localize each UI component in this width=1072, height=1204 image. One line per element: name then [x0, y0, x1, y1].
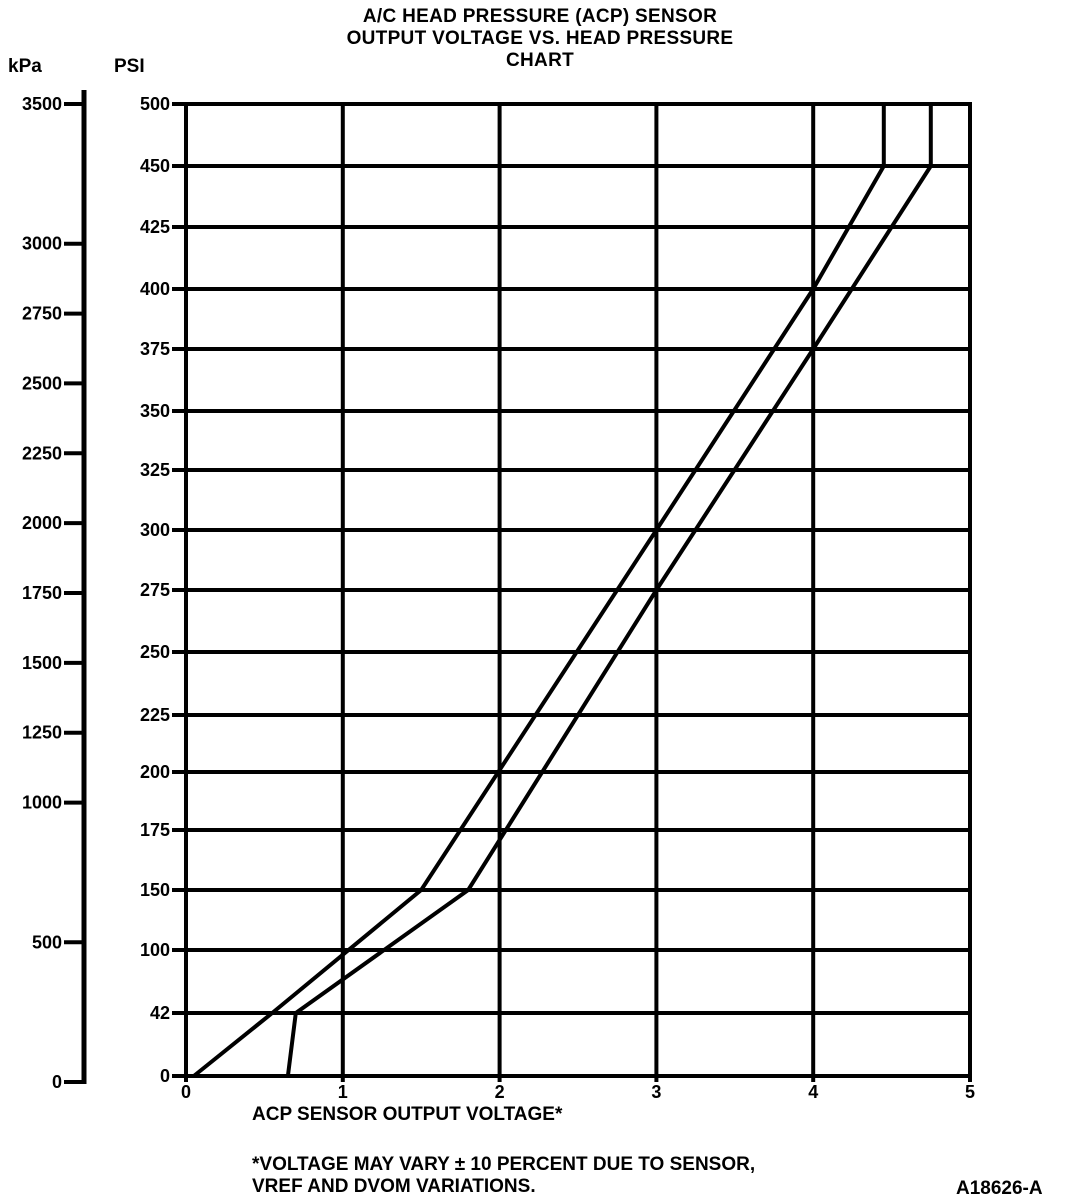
psi-tick-label: 42 — [150, 1003, 170, 1023]
kpa-tick-label: 2500 — [22, 373, 62, 393]
kpa-axis-label: kPa — [8, 56, 42, 77]
chart-title-line-1: A/C HEAD PRESSURE (ACP) SENSOR — [362, 6, 718, 27]
kpa-tick-label: 0 — [52, 1072, 62, 1092]
band-upper-line — [192, 104, 886, 1078]
psi-tick-label: 150 — [140, 880, 170, 900]
kpa-tick-label: 1500 — [22, 653, 62, 673]
kpa-tick-label: 1000 — [22, 793, 62, 813]
psi-tick-label: 325 — [140, 460, 170, 480]
voltage-tick-label: 1 — [338, 1082, 348, 1102]
chart-title: A/C HEAD PRESSURE (ACP) SENSOR OUTPUT VO… — [300, 6, 780, 72]
psi-tick-label: 350 — [140, 401, 170, 421]
voltage-tick-label: 5 — [965, 1082, 975, 1102]
psi-tick-label: 175 — [140, 820, 170, 840]
chart-title-line-3: CHART — [506, 50, 574, 71]
voltage-tick-label: 4 — [808, 1082, 818, 1102]
footnote: *VOLTAGE MAY VARY ± 10 PERCENT DUE TO SE… — [252, 1154, 755, 1198]
psi-tick-label: 100 — [140, 940, 170, 960]
psi-tick-label: 275 — [140, 580, 170, 600]
kpa-tick-label: 2750 — [22, 304, 62, 324]
footnote-line-1: *VOLTAGE MAY VARY ± 10 PERCENT DUE TO SE… — [252, 1154, 756, 1175]
psi-tick-label: 500 — [140, 94, 170, 114]
psi-tick-label: 0 — [160, 1066, 170, 1086]
footnote-line-2: VREF AND DVOM VARIATIONS. — [252, 1176, 536, 1197]
kpa-tick-label: 3500 — [22, 94, 62, 114]
psi-tick-label: 300 — [140, 520, 170, 540]
plot-frame — [184, 102, 972, 1078]
psi-tick-label: 375 — [140, 339, 170, 359]
kpa-tick-label: 2000 — [22, 513, 62, 533]
psi-axis-label: PSI — [114, 56, 145, 77]
psi-tick-label: 450 — [140, 156, 170, 176]
kpa-tick-label: 2250 — [22, 443, 62, 463]
kpa-tick-label: 1750 — [22, 583, 62, 603]
kpa-tick-label: 1250 — [22, 723, 62, 743]
x-axis-label: ACP SENSOR OUTPUT VOLTAGE* — [252, 1104, 563, 1125]
figure-id: A18626-A — [956, 1178, 1043, 1199]
chart-title-line-2: OUTPUT VOLTAGE VS. HEAD PRESSURE — [346, 28, 734, 49]
voltage-tick-label: 0 — [181, 1082, 191, 1102]
kpa-tick-label: 3000 — [22, 234, 62, 254]
psi-tick-label: 400 — [140, 279, 170, 299]
voltage-tick-label: 2 — [495, 1082, 505, 1102]
psi-tick-label: 200 — [140, 762, 170, 782]
psi-tick-label: 425 — [140, 217, 170, 237]
psi-tick-label: 225 — [140, 705, 170, 725]
kpa-tick-label: 500 — [32, 932, 62, 952]
psi-tick-label: 250 — [140, 642, 170, 662]
voltage-tick-label: 3 — [651, 1082, 661, 1102]
band-lower-line — [285, 104, 933, 1077]
